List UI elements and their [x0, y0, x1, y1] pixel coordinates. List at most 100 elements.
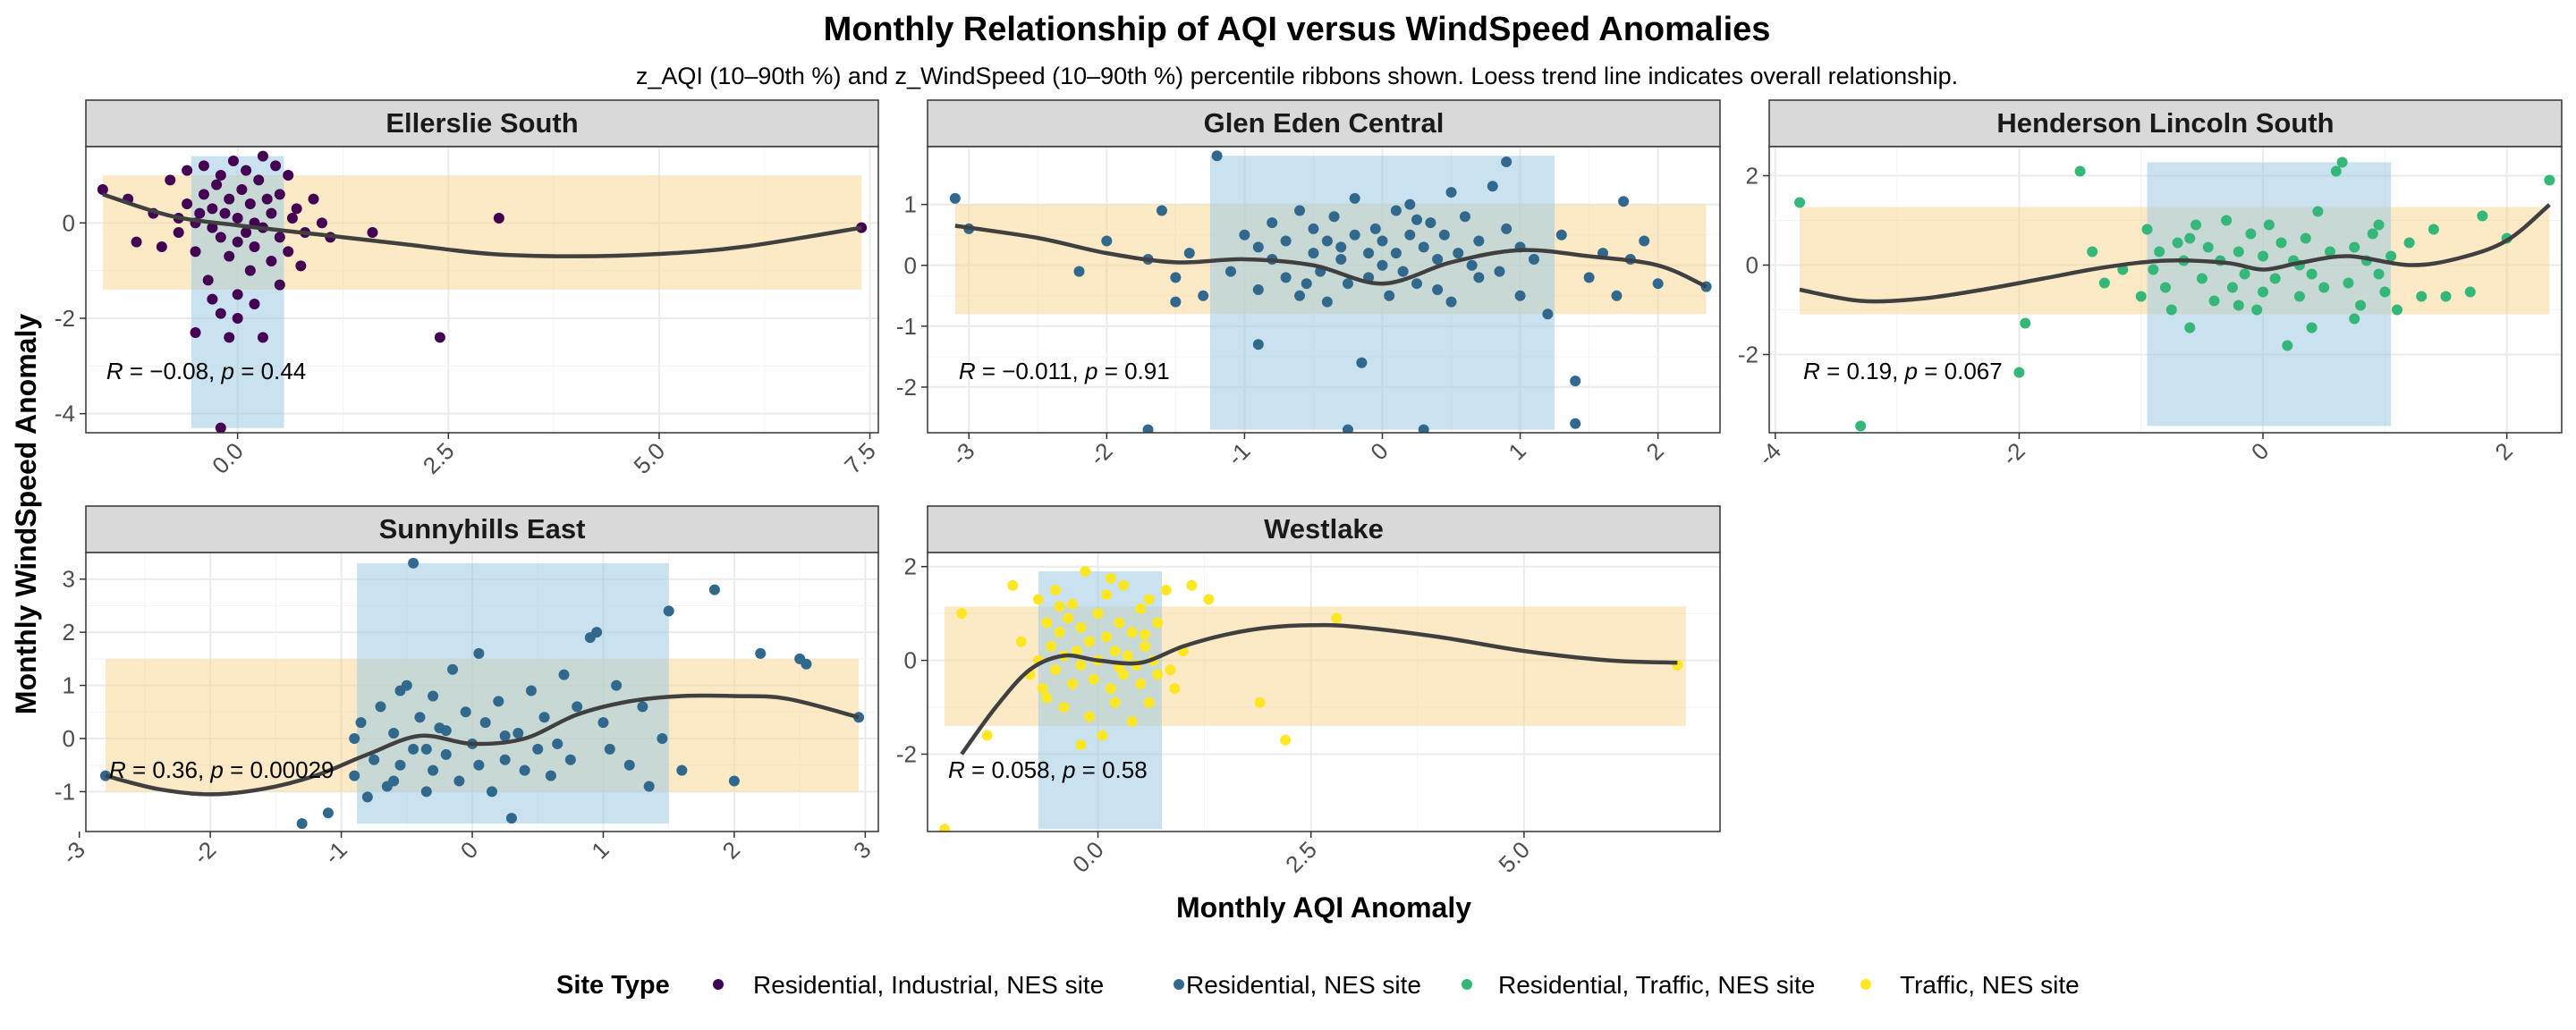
- data-point: [394, 685, 406, 697]
- data-point: [2233, 246, 2244, 258]
- data-point: [1252, 241, 1264, 253]
- data-point: [949, 192, 961, 204]
- data-point: [286, 213, 298, 224]
- data-point: [249, 241, 260, 252]
- data-point: [1377, 259, 1388, 271]
- correlation-annotation: R = −0.011, p = 0.91: [959, 358, 1170, 384]
- annotation-symbol: p: [209, 756, 223, 783]
- data-point: [1331, 612, 1343, 624]
- data-point: [1294, 290, 1306, 301]
- data-point: [375, 701, 386, 713]
- data-point: [1101, 235, 1113, 247]
- correlation-annotation: R = 0.058, p = 0.58: [948, 756, 1148, 783]
- facet-strip: [927, 505, 1721, 553]
- data-point: [1390, 205, 1402, 216]
- data-point: [224, 193, 235, 205]
- panel-border: [927, 146, 1721, 434]
- data-point: [1041, 617, 1053, 629]
- data-point: [198, 189, 209, 200]
- data-point: [291, 203, 302, 215]
- data-point: [1342, 424, 1353, 433]
- data-point: [1384, 290, 1395, 301]
- data-point: [207, 293, 218, 305]
- data-point: [296, 818, 308, 830]
- data-point: [591, 627, 603, 638]
- data-point: [1073, 266, 1085, 277]
- data-point: [322, 807, 334, 819]
- data-point: [643, 781, 655, 792]
- data-point: [1183, 248, 1195, 259]
- data-point: [1126, 715, 1138, 727]
- data-point: [2258, 250, 2269, 262]
- data-point: [2385, 250, 2397, 262]
- data-point: [460, 706, 471, 718]
- legend: Site Type Residential, Industrial, NES si…: [556, 971, 2080, 1000]
- data-point: [1425, 217, 1436, 229]
- data-point: [2233, 300, 2244, 311]
- data-point: [981, 730, 993, 741]
- correlation-annotation: R = −0.08, p = 0.44: [106, 358, 306, 384]
- data-point: [1404, 229, 1416, 241]
- data-point: [1397, 266, 1409, 277]
- data-point: [1308, 248, 1319, 259]
- data-point: [2226, 282, 2238, 293]
- data-point: [434, 332, 445, 343]
- data-point: [394, 759, 406, 771]
- panel-border: [927, 552, 1721, 832]
- data-point: [2300, 232, 2311, 244]
- annotation-symbol: R: [948, 756, 965, 783]
- data-point: [236, 184, 248, 195]
- data-point: [1084, 711, 1096, 722]
- loess-trend-line: [960, 622, 1678, 756]
- annotation-symbol: R: [106, 358, 123, 384]
- data-point: [1321, 296, 1333, 308]
- data-point: [1308, 223, 1319, 234]
- data-point: [2318, 282, 2330, 293]
- data-point: [1432, 253, 1444, 265]
- data-point: [1794, 197, 1806, 208]
- loess-trend-line: [105, 693, 860, 797]
- data-point: [1109, 646, 1121, 657]
- data-point: [1438, 229, 1450, 241]
- data-point: [2477, 210, 2488, 222]
- data-point: [1652, 278, 1664, 290]
- data-point: [349, 733, 360, 744]
- scatter-points: [1794, 156, 2555, 432]
- data-point: [1528, 253, 1539, 265]
- data-point: [1363, 248, 1375, 259]
- data-point: [1390, 248, 1402, 259]
- data-point: [190, 246, 201, 258]
- data-point: [2282, 340, 2293, 351]
- data-point: [2355, 300, 2367, 311]
- data-point: [224, 250, 235, 262]
- data-point: [182, 165, 193, 176]
- data-point: [1203, 594, 1215, 605]
- facet-strip: [927, 99, 1721, 148]
- data-point: [367, 227, 378, 238]
- data-point: [708, 584, 720, 595]
- data-point: [519, 764, 530, 776]
- data-point: [355, 717, 367, 729]
- data-point: [1501, 223, 1513, 234]
- data-point: [1570, 376, 1581, 387]
- x-axis-label: Monthly AQI Anomaly: [1176, 891, 1471, 924]
- data-point: [2403, 237, 2415, 249]
- data-point: [207, 222, 218, 233]
- y-tick-label: -4: [55, 401, 75, 427]
- data-point: [499, 730, 511, 742]
- data-point: [1037, 683, 1048, 695]
- loess-trend-line: [1799, 203, 2551, 304]
- data-point: [1058, 702, 1070, 713]
- data-point: [1007, 579, 1019, 591]
- data-point: [1252, 284, 1264, 295]
- data-point: [1280, 235, 1292, 247]
- data-point: [2416, 291, 2428, 302]
- data-point: [1487, 181, 1498, 192]
- y-tick-label: 0: [63, 725, 75, 752]
- annotation-symbol: p: [1904, 358, 1918, 384]
- data-point: [1198, 290, 1209, 301]
- y-tick-label: -2: [896, 740, 917, 767]
- data-point: [1066, 598, 1078, 610]
